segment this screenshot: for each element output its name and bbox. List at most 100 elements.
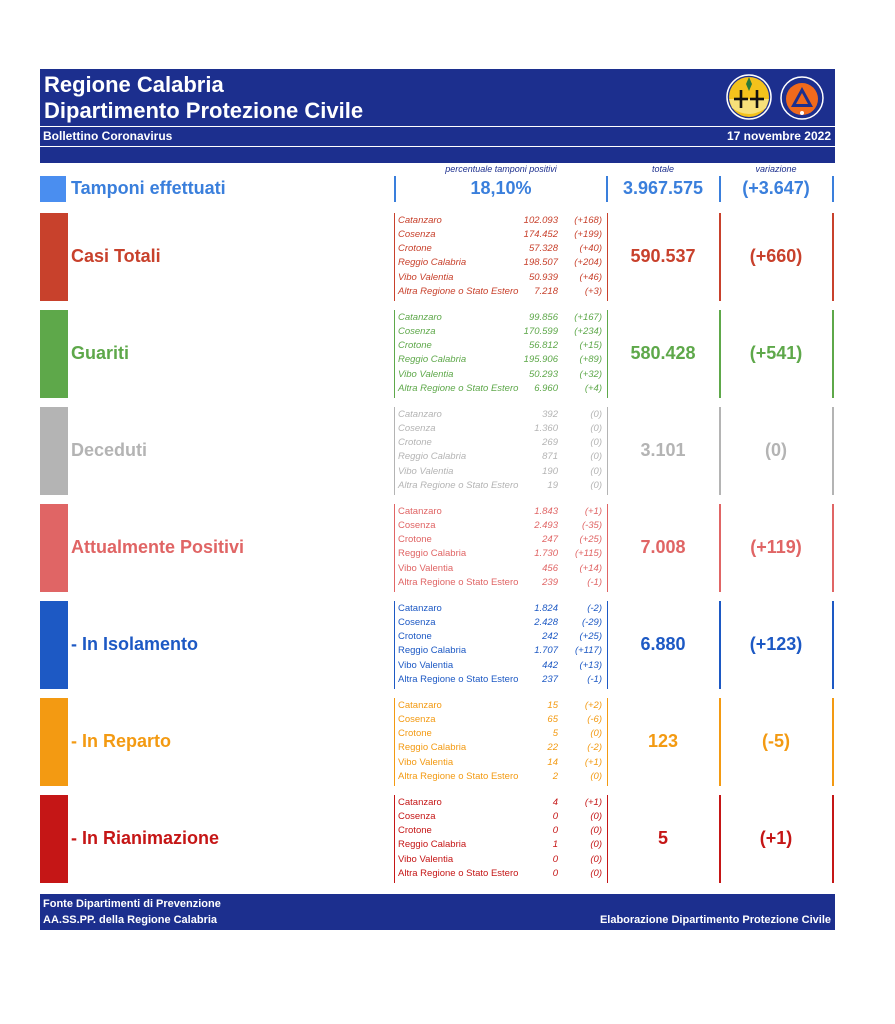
list-item: Vibo Valentia 0 (0) <box>398 853 606 867</box>
province-breakdown-list: Catanzaro 15 (+2) Cosenza 65 (-6) Crotone 5 (0) R… <box>394 698 608 786</box>
province-name: Cosenza <box>398 617 436 628</box>
province-value: 2 <box>552 771 558 782</box>
province-delta: (+15) <box>579 340 602 351</box>
province-name: Crotone <box>398 825 432 836</box>
section-total: 590.537 <box>630 246 696 266</box>
province-delta: (+4) <box>584 383 602 394</box>
list-item: Cosenza 174.452 (+199) <box>398 228 606 242</box>
list-item: Catanzaro 102.093 (+168) <box>398 214 606 228</box>
province-name: Reggio Calabria <box>398 645 467 656</box>
province-name: Vibo Valentia <box>398 368 454 380</box>
province-value: 1.730 <box>534 548 558 559</box>
province-delta: (0) <box>590 437 602 448</box>
section-total: 3.101 <box>640 440 686 460</box>
tamponi-label: Tamponi effettuati <box>71 178 226 198</box>
province-value: 237 <box>542 674 558 685</box>
section-0: Casi Totali Catanzaro 102.093 (+168) Cosenza… <box>40 213 835 301</box>
footer-banner: Fonte Dipartimenti di Prevenzione AA.SS.… <box>40 894 835 930</box>
province-breakdown-list: Catanzaro 99.856 (+167) Cosenza 170.599 (+234… <box>394 310 608 398</box>
province-value: 247 <box>542 534 558 545</box>
province-name: Cosenza <box>398 714 436 725</box>
province-value: 0 <box>552 825 558 836</box>
province-name: Reggio Calabria <box>398 742 467 753</box>
province-name: Crotone <box>398 631 432 642</box>
province-value: 50.293 <box>528 368 558 380</box>
section-title: Deceduti <box>71 440 148 460</box>
province-name: Vibo Valentia <box>398 465 454 477</box>
section-4: - In Isolamento Catanzaro 1.824 (-2) Cosenza… <box>40 601 835 689</box>
province-delta: (-1) <box>587 674 602 685</box>
province-value: 5 <box>552 728 558 739</box>
province-value: 15 <box>547 700 558 711</box>
list-item: Cosenza 65 (-6) <box>398 713 606 727</box>
province-name: Altra Regione o Stato Estero <box>398 383 519 394</box>
province-value: 50.939 <box>528 271 558 283</box>
province-delta: (0) <box>590 811 602 822</box>
province-breakdown-list: Catanzaro 1.824 (-2) Cosenza 2.428 (-29) Croto… <box>394 601 608 689</box>
province-delta: (0) <box>590 465 602 477</box>
protezione-civile-logo-icon <box>780 76 824 120</box>
list-item: Reggio Calabria 1.707 (+117) <box>398 644 606 658</box>
province-value: 442 <box>542 659 558 671</box>
province-name: Reggio Calabria <box>398 548 467 559</box>
section-divider <box>719 310 721 398</box>
list-item: Reggio Calabria 22 (-2) <box>398 741 606 755</box>
province-delta: (+199) <box>574 229 602 240</box>
bulletin-date: 17 novembre 2022 <box>726 129 831 143</box>
province-value: 1.360 <box>534 423 558 434</box>
province-name: Crotone <box>398 728 432 739</box>
section-divider <box>832 795 834 883</box>
province-name: Catanzaro <box>398 506 442 517</box>
province-delta: (-6) <box>587 714 602 725</box>
province-name: Catanzaro <box>398 797 442 808</box>
section-divider <box>832 504 834 592</box>
list-item: Vibo Valentia 50.939 (+46) <box>398 271 606 285</box>
list-item: Catanzaro 392 (0) <box>398 408 606 422</box>
section-divider <box>832 407 834 495</box>
section-3: Attualmente Positivi Catanzaro 1.843 (+1) Co… <box>40 504 835 592</box>
section-color-block <box>40 213 68 301</box>
section-6: - In Rianimazione Catanzaro 4 (+1) Cosenza 0 (… <box>40 795 835 883</box>
province-name: Altra Regione o Stato Estero <box>398 868 519 879</box>
province-name: Vibo Valentia <box>398 659 454 671</box>
section-total: 580.428 <box>630 343 696 363</box>
section-variation: (+1) <box>759 828 793 848</box>
province-name: Catanzaro <box>398 312 442 323</box>
tamponi-percent: 18,10% <box>470 178 532 198</box>
list-item: Cosenza 1.360 (0) <box>398 422 606 436</box>
province-name: Catanzaro <box>398 603 442 614</box>
list-item: Altra Regione o Stato Estero 237 (-1) <box>398 673 606 687</box>
province-value: 56.812 <box>528 340 558 351</box>
section-divider <box>832 698 834 786</box>
section-total: 5 <box>657 828 668 848</box>
column-header-percent: percentuale tamponi positivi <box>445 164 557 174</box>
province-name: Catanzaro <box>398 215 442 226</box>
province-delta: (0) <box>590 771 602 782</box>
province-delta: (0) <box>590 839 602 850</box>
province-delta: (0) <box>590 409 602 420</box>
province-delta: (+40) <box>579 243 602 254</box>
section-divider <box>719 504 721 592</box>
section-variation: (+119) <box>750 537 802 557</box>
province-name: Altra Regione o Stato Estero <box>398 480 519 491</box>
province-value: 170.599 <box>523 326 558 337</box>
province-delta: (+1) <box>584 506 602 517</box>
section-color-block <box>40 407 68 495</box>
province-name: Cosenza <box>398 229 436 240</box>
list-item: Reggio Calabria 198.507 (+204) <box>398 256 606 270</box>
province-delta: (0) <box>590 423 602 434</box>
province-name: Crotone <box>398 437 432 448</box>
province-value: 1.707 <box>534 645 558 656</box>
section-divider <box>832 310 834 398</box>
province-name: Vibo Valentia <box>398 562 454 574</box>
province-delta: (0) <box>590 868 602 879</box>
column-header-variation: variazione <box>755 164 797 174</box>
province-delta: (+2) <box>584 700 602 711</box>
province-value: 4 <box>552 797 558 808</box>
section-title: Attualmente Positivi <box>71 537 245 557</box>
province-value: 22 <box>547 742 558 753</box>
province-delta: (0) <box>590 825 602 836</box>
province-name: Altra Regione o Stato Estero <box>398 577 519 588</box>
regione-calabria-logo-icon <box>726 74 772 120</box>
section-divider <box>719 698 721 786</box>
